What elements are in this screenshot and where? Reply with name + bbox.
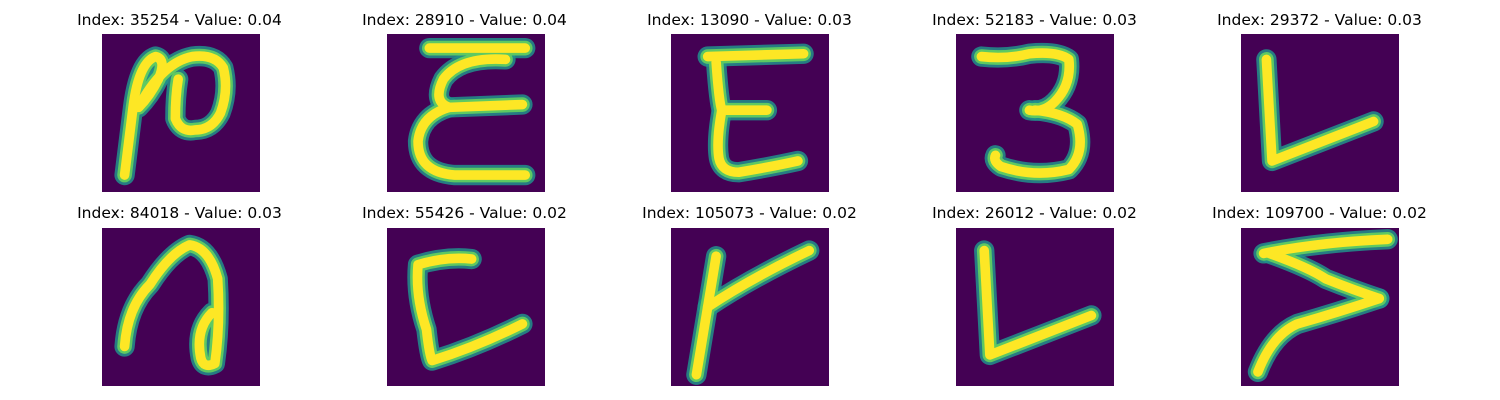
handwritten-digit-image [1241,228,1399,386]
panel-title: Index: 105073 - Value: 0.02 [642,204,857,222]
digit-canvas [102,228,260,386]
panel-title: Index: 28910 - Value: 0.04 [362,11,567,29]
digit-canvas [1241,228,1399,386]
panel-title: Index: 55426 - Value: 0.02 [362,204,567,222]
digit-canvas [102,34,260,192]
handwritten-digit-image [387,228,545,386]
stroke-core [119,240,224,371]
digit-canvas [387,34,545,192]
panel-title: Index: 109700 - Value: 0.02 [1212,204,1427,222]
digit-canvas [956,228,1114,386]
stroke-core [979,245,1097,360]
handwritten-digit-image [1241,34,1399,192]
stroke-core [702,245,815,312]
stroke-core [691,251,721,380]
stroke-core [412,253,528,366]
handwritten-digit-image [102,228,260,386]
stroke-core [136,51,231,136]
panel-title: Index: 84018 - Value: 0.03 [77,204,282,222]
stroke-core [713,105,803,178]
digit-canvas [956,34,1114,192]
panel-title: Index: 29372 - Value: 0.03 [1217,11,1422,29]
panel-title: Index: 52183 - Value: 0.03 [932,11,1137,29]
panel-title: Index: 13090 - Value: 0.03 [647,11,852,29]
stroke-core [1264,248,1385,304]
handwritten-digit-image [387,34,545,192]
stroke-core [413,102,531,180]
digit-canvas [671,228,829,386]
stroke-core [990,105,1085,178]
handwritten-digit-image [956,34,1114,192]
digit-canvas [671,34,829,192]
digit-canvas [1241,34,1399,192]
handwritten-digit-image [102,34,260,192]
stroke-core [1253,293,1385,377]
digit-canvas [387,228,545,386]
handwritten-digit-image [671,34,829,192]
panel-title: Index: 26012 - Value: 0.02 [932,204,1137,222]
stroke-core [1261,54,1379,166]
stroke-core [976,48,1075,116]
panel-title: Index: 35254 - Value: 0.04 [77,11,282,29]
stroke-core [702,48,809,62]
handwritten-digit-image [671,228,829,386]
handwritten-digit-image [956,228,1114,386]
